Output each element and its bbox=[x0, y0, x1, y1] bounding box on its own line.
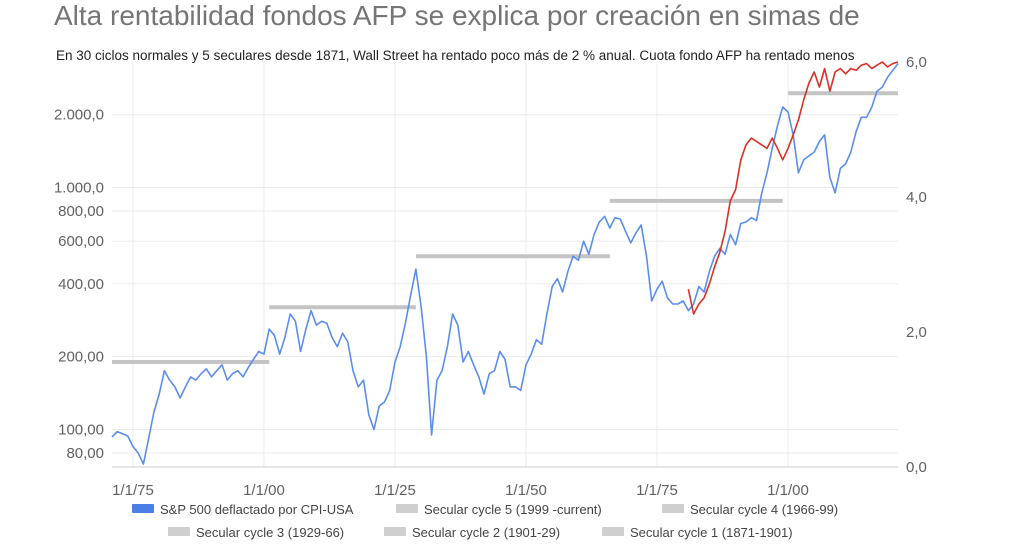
y2-tick-label-3: 6,0 bbox=[906, 54, 927, 71]
legend-label-4: Secular cycle 2 (1901-29) bbox=[412, 525, 560, 540]
series-line-s-p-500-deflactado-por-cpi-usa bbox=[111, 63, 899, 465]
y-tick-label-7: 2.000,0 bbox=[54, 107, 104, 124]
x-tick-label-5: 1/1/00 bbox=[767, 482, 809, 499]
legend-label-1: Secular cycle 5 (1999 -current) bbox=[424, 502, 602, 517]
y2-tick-label-1: 2,0 bbox=[906, 324, 927, 341]
secular-cycles-layer bbox=[112, 91, 898, 364]
y-tick-label-4: 600,00 bbox=[58, 233, 104, 250]
y2-tick-label-2: 4,0 bbox=[906, 189, 927, 206]
y-tick-label-2: 200,00 bbox=[58, 349, 104, 366]
series-layer bbox=[111, 61, 899, 465]
x-tick-label-3: 1/1/50 bbox=[505, 482, 547, 499]
y-tick-label-1: 100,00 bbox=[58, 422, 104, 439]
legend-label-3: Secular cycle 3 (1929-66) bbox=[196, 525, 344, 540]
x-tick-label-1: 1/1/00 bbox=[243, 482, 285, 499]
grid-layer bbox=[112, 62, 898, 468]
series-line-cuota-fondo-afp bbox=[687, 61, 899, 315]
legend-label-0: S&P 500 deflactado por CPI-USA bbox=[160, 502, 354, 517]
legend: S&P 500 deflactado por CPI-USA Secular cy… bbox=[132, 502, 838, 540]
legend-label-5: Secular cycle 1 (1871-1901) bbox=[630, 525, 793, 540]
legend-swatch-0 bbox=[132, 504, 154, 513]
y-tick-label-6: 1.000,0 bbox=[54, 179, 104, 196]
x-axis: 1/1/75 1/1/00 1/1/25 1/1/50 1/1/75 1/1/00 bbox=[112, 482, 809, 499]
x-tick-label-0: 1/1/75 bbox=[112, 482, 154, 499]
y-tick-label-3: 400,00 bbox=[58, 276, 104, 293]
legend-label-2: Secular cycle 4 (1966-99) bbox=[690, 502, 838, 517]
chart-title: Alta rentabilidad fondos AFP se explica … bbox=[54, 0, 860, 31]
legend-swatch-2 bbox=[662, 504, 684, 513]
x-tick-label-2: 1/1/25 bbox=[374, 482, 416, 499]
y-axis-right: 0,0 2,0 4,0 6,0 bbox=[906, 54, 927, 476]
y-tick-label-0: 80,00 bbox=[66, 445, 104, 462]
y-tick-label-5: 800,00 bbox=[58, 203, 104, 220]
legend-swatch-1 bbox=[396, 504, 418, 513]
x-tick-label-4: 1/1/75 bbox=[636, 482, 678, 499]
legend-swatch-5 bbox=[602, 527, 624, 536]
chart-subtitle: En 30 ciclos normales y 5 seculares desd… bbox=[56, 48, 855, 63]
legend-swatch-3 bbox=[168, 527, 190, 536]
legend-swatch-4 bbox=[384, 527, 406, 536]
y2-tick-label-0: 0,0 bbox=[906, 459, 927, 476]
y-axis-left: 80,00 100,00 200,00 400,00 600,00 800,00 1.000… bbox=[54, 107, 104, 462]
